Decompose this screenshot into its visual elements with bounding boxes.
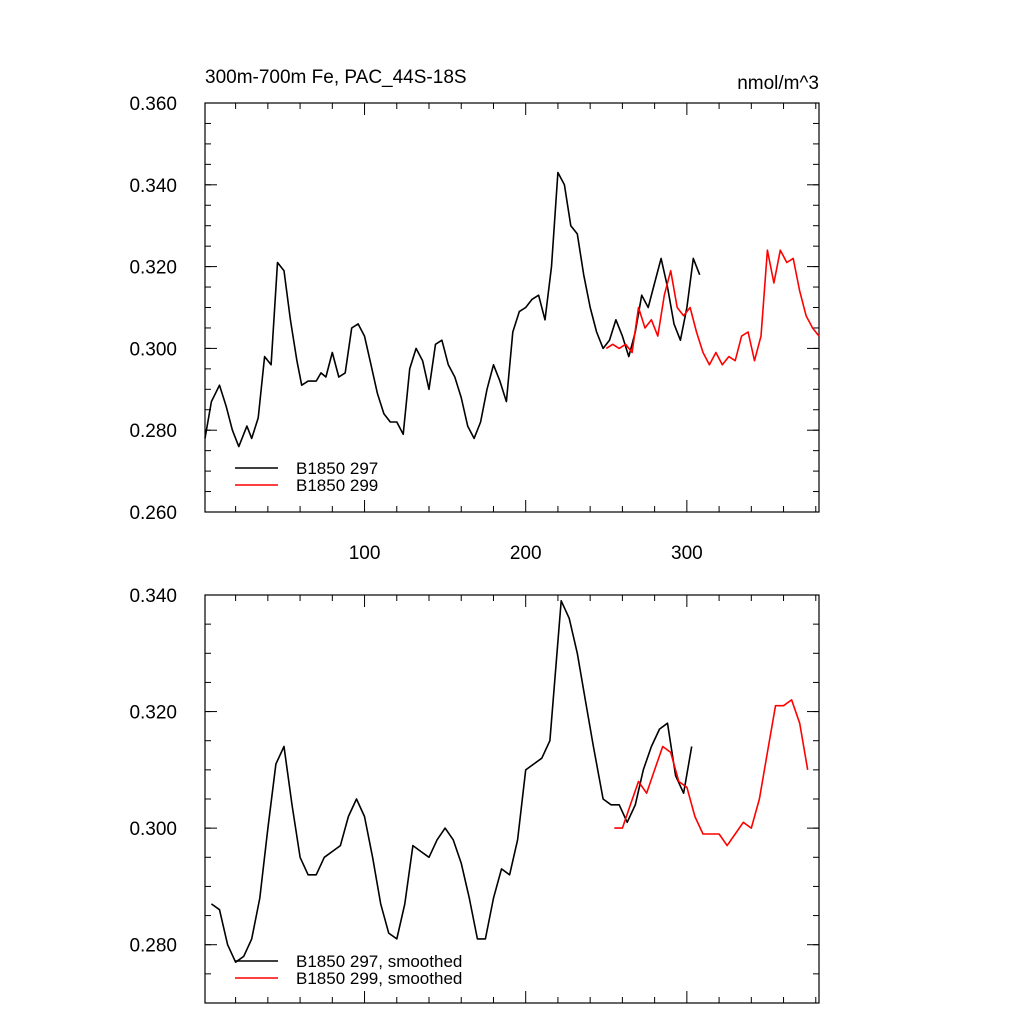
y-tick-label: 0.320	[129, 258, 177, 279]
legend-label: B1850 299, smoothed	[296, 969, 462, 988]
top-series	[204, 171, 820, 448]
y-tick-label: 0.340	[129, 586, 177, 607]
x-tick-label: 300	[671, 543, 703, 564]
legend-label: B1850 299	[296, 476, 378, 495]
top-panel-title: 300m-700m Fe, PAC_44S-18S	[205, 67, 467, 88]
top-ticks: 0.260 0.280 0.300 0.320 0.340 0.360 100 200 300	[129, 94, 819, 564]
bottom-plot-frame	[204, 594, 820, 1004]
series-line-1	[210, 599, 693, 964]
y-tick-label: 0.340	[129, 176, 177, 197]
y-tick-label: 0.280	[129, 421, 177, 442]
x-tick-label: 200	[510, 543, 542, 564]
bottom-ticks: 0.280 0.300 0.320 0.340	[129, 586, 819, 1004]
y-tick-label: 0.300	[129, 339, 177, 360]
y-tick-label: 0.300	[129, 819, 177, 840]
top-panel-units: nmol/m^3	[737, 73, 819, 94]
bottom-panel: 0.280 0.300 0.320 0.340 B1850 297, smoothed…	[129, 586, 820, 1004]
series-line-2	[605, 249, 820, 366]
y-tick-label: 0.280	[129, 936, 177, 957]
legend-label: B1850 297, smoothed	[296, 952, 462, 971]
top-plot-frame	[204, 102, 820, 513]
series-line-1	[204, 171, 701, 448]
top-panel: 300m-700m Fe, PAC_44S-18S nmol/m^3 0.260…	[129, 67, 820, 564]
bottom-series	[210, 599, 809, 964]
series-line-2	[614, 699, 809, 847]
legend-label: B1850 297	[296, 459, 378, 478]
y-tick-label: 0.260	[129, 503, 177, 524]
y-tick-label: 0.320	[129, 703, 177, 724]
x-tick-label: 100	[349, 543, 381, 564]
y-tick-label: 0.360	[129, 94, 177, 115]
